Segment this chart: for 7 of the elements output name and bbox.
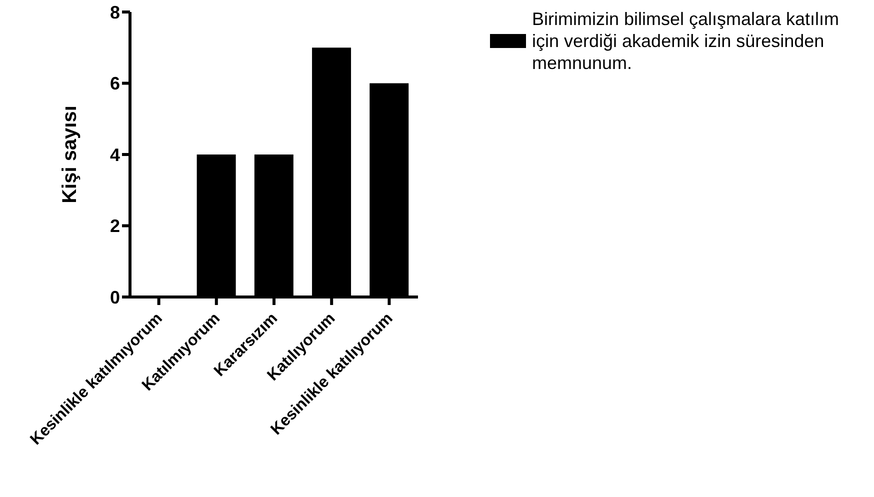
y-tick-label: 2 [110, 216, 120, 236]
y-tick-label: 8 [110, 2, 120, 22]
y-tick-label: 0 [110, 287, 120, 308]
y-tick-label: 6 [110, 74, 120, 94]
legend-label: Birimimizin bilimsel çalışmalara katılım için verdiği akademik izin süresinden memnunum. [532, 8, 840, 74]
y-tick-label: 4 [110, 144, 120, 165]
y-axis-title: Kişi sayısı [59, 106, 82, 204]
